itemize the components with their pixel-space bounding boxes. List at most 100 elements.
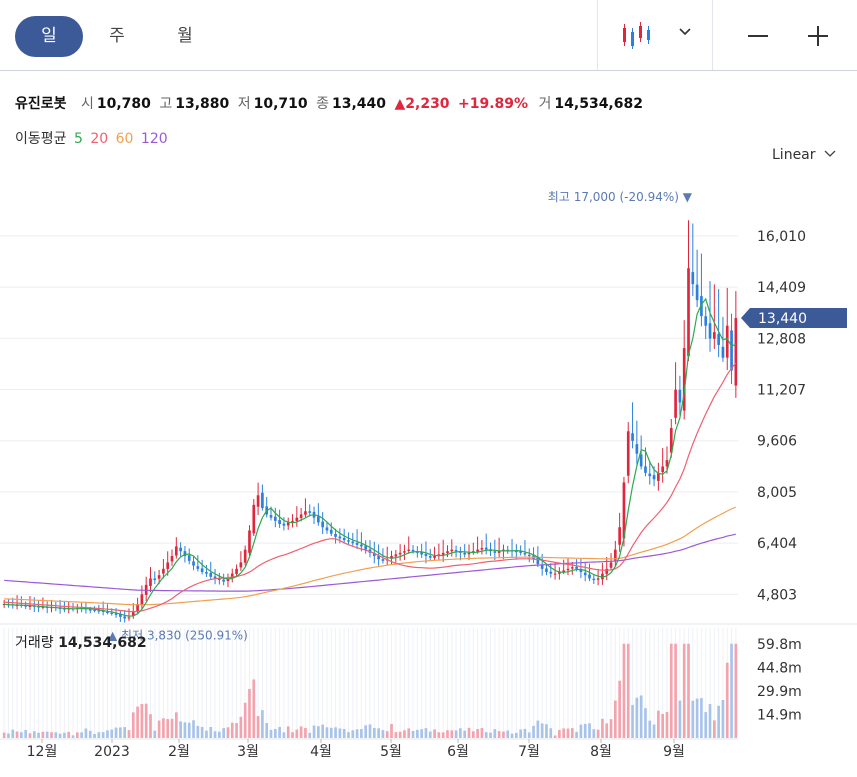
- volume-bg-line: [111, 628, 113, 738]
- volume-bar: [562, 728, 566, 738]
- volume-bg-line: [283, 628, 285, 738]
- candle-body: [338, 536, 342, 539]
- candle-body: [579, 568, 583, 573]
- volume-bar: [570, 728, 574, 738]
- volume-bg-line: [218, 628, 220, 738]
- candle-body: [635, 444, 639, 454]
- volume-bar: [519, 729, 522, 738]
- volume-bg-line: [180, 628, 182, 738]
- volume-bar: [11, 729, 15, 738]
- candle-body: [575, 566, 578, 569]
- x-tick-label: 2월: [168, 744, 190, 760]
- volume-bg-line: [576, 628, 578, 738]
- volume-bar: [441, 732, 445, 738]
- candle-body: [226, 578, 230, 582]
- volume-bg-line: [274, 628, 276, 738]
- candlestick-icon[interactable]: [622, 22, 654, 54]
- candle-body: [239, 562, 243, 568]
- volume-bg-line: [270, 628, 272, 738]
- candle-body: [286, 522, 290, 526]
- volume-bar: [471, 731, 475, 738]
- volume-bg-line: [287, 628, 289, 738]
- volume-bar: [390, 724, 393, 738]
- volume-bar: [295, 729, 299, 738]
- candle-body: [480, 548, 484, 550]
- volume-bar: [536, 720, 540, 738]
- ma5-line: [4, 297, 737, 617]
- tab-month[interactable]: 월: [177, 26, 193, 46]
- volume-bg-line: [468, 628, 470, 738]
- volume-bar: [192, 720, 195, 738]
- candle-body: [437, 554, 441, 556]
- chevron-down-icon[interactable]: [678, 24, 692, 43]
- volume-bg-line: [279, 628, 281, 738]
- volume-bg-line: [490, 628, 492, 738]
- candle-body: [657, 472, 660, 481]
- volume-tick-label: 59.8m: [757, 637, 802, 653]
- volume-bg-line: [567, 628, 569, 738]
- volume-bar: [37, 732, 40, 738]
- candle-body: [360, 544, 363, 547]
- volume-bg-line: [248, 628, 250, 738]
- volume-bar: [325, 727, 329, 738]
- volume-bg-line: [481, 628, 483, 738]
- candle-body: [700, 296, 703, 317]
- candle-body: [407, 549, 411, 551]
- volume-bar: [484, 732, 488, 738]
- volume-bar: [613, 700, 617, 738]
- volume-bg-line: [309, 628, 311, 738]
- candle-body: [342, 538, 346, 541]
- volume-bg-line: [81, 628, 83, 738]
- volume-bar: [41, 731, 45, 738]
- volume-bar: [575, 731, 578, 738]
- scale-selector[interactable]: Linear: [772, 147, 836, 163]
- minus-icon[interactable]: [748, 35, 768, 37]
- tab-day[interactable]: 일: [15, 16, 83, 57]
- candle-body: [230, 573, 234, 579]
- candle-body: [536, 557, 540, 565]
- volume-bar: [463, 730, 467, 738]
- volume-bg-line: [240, 628, 242, 738]
- volume-bg-line: [713, 628, 715, 738]
- candle-body: [626, 431, 630, 476]
- volume-bar: [144, 703, 148, 738]
- volume-bg-line: [391, 628, 393, 738]
- volume-bar: [67, 731, 71, 738]
- ma5-label: 5: [73, 131, 83, 147]
- candle-body: [605, 568, 609, 574]
- volume-bg-line: [145, 628, 147, 738]
- x-tick-label: 5월: [380, 744, 402, 760]
- volume-bg-line: [158, 628, 160, 738]
- candle-body: [347, 540, 350, 542]
- volume-bg-line: [494, 628, 496, 738]
- volume-bar: [93, 733, 96, 738]
- candle-body: [708, 323, 712, 339]
- volume-bg-line: [563, 628, 565, 738]
- tab-week[interactable]: 주: [109, 26, 125, 46]
- volume-bar: [213, 731, 217, 738]
- volume-bg-line: [614, 628, 616, 738]
- candle-body: [119, 614, 122, 617]
- volume-bg-line: [446, 628, 448, 738]
- volume-bar: [317, 726, 320, 738]
- candle-body: [256, 495, 260, 507]
- volume-bg-line: [459, 628, 461, 738]
- volume-bg-line: [541, 628, 543, 738]
- volume-bg-line: [317, 628, 319, 738]
- volume-bar: [97, 732, 101, 738]
- volume-bar: [674, 643, 677, 738]
- candle-body: [166, 562, 170, 569]
- candle-body: [334, 534, 337, 537]
- candle-body: [648, 473, 652, 477]
- candle-body: [218, 578, 221, 581]
- x-tick-label: 2023: [94, 744, 130, 760]
- candle-body: [37, 606, 40, 608]
- candle-body: [424, 554, 428, 557]
- volume-bar: [381, 730, 385, 738]
- candle-body: [592, 578, 596, 581]
- volume-bg-line: [589, 628, 591, 738]
- volume-bg-line: [571, 628, 573, 738]
- volume-bar: [166, 719, 170, 738]
- candle-body: [403, 551, 406, 553]
